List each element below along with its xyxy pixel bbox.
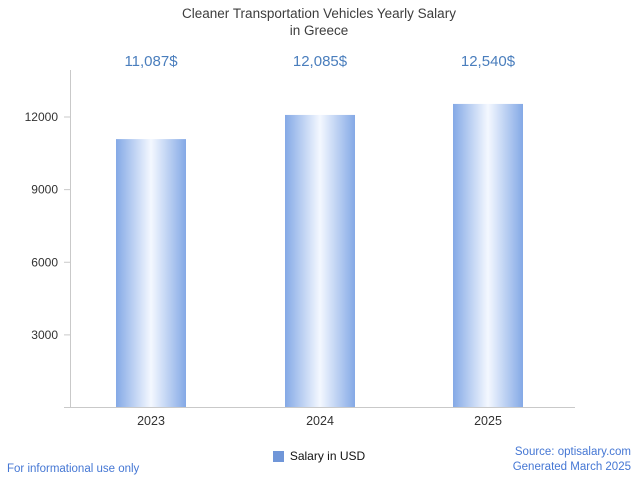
chart-title-line1: Cleaner Transportation Vehicles Yearly S…: [182, 6, 456, 21]
y-tick-label: 6000: [31, 255, 58, 269]
bar-2023: [116, 139, 186, 407]
value-label: 12,085$: [293, 53, 348, 70]
x-axis-label: 2024: [306, 414, 334, 428]
chart-title-line2: in Greece: [289, 23, 349, 38]
bar-2025: [453, 103, 523, 408]
x-axis-label: 2023: [137, 414, 165, 428]
value-label: 11,087$: [124, 53, 178, 70]
x-axis-label: 2025: [474, 414, 502, 428]
y-tick-label: 3000: [31, 328, 58, 342]
legend-swatch-icon: [272, 450, 284, 462]
disclaimer-text: For informational use only: [7, 463, 140, 475]
generated-date: Generated March 2025: [512, 461, 631, 473]
chart-title: Cleaner Transportation Vehicles Yearly S…: [0, 5, 638, 39]
chart-legend: Salary in USD: [0, 449, 638, 463]
legend-label: Salary in USD: [289, 449, 366, 463]
footer-source-block: Source: optisalary.com Generated March 2…: [513, 445, 631, 475]
y-tick-label: 9000: [31, 183, 58, 197]
y-tick-label: 12000: [25, 110, 59, 124]
bar-2024: [285, 114, 355, 407]
value-label: 12,540$: [461, 53, 516, 70]
source-link[interactable]: Source: optisalary.com: [514, 446, 631, 458]
